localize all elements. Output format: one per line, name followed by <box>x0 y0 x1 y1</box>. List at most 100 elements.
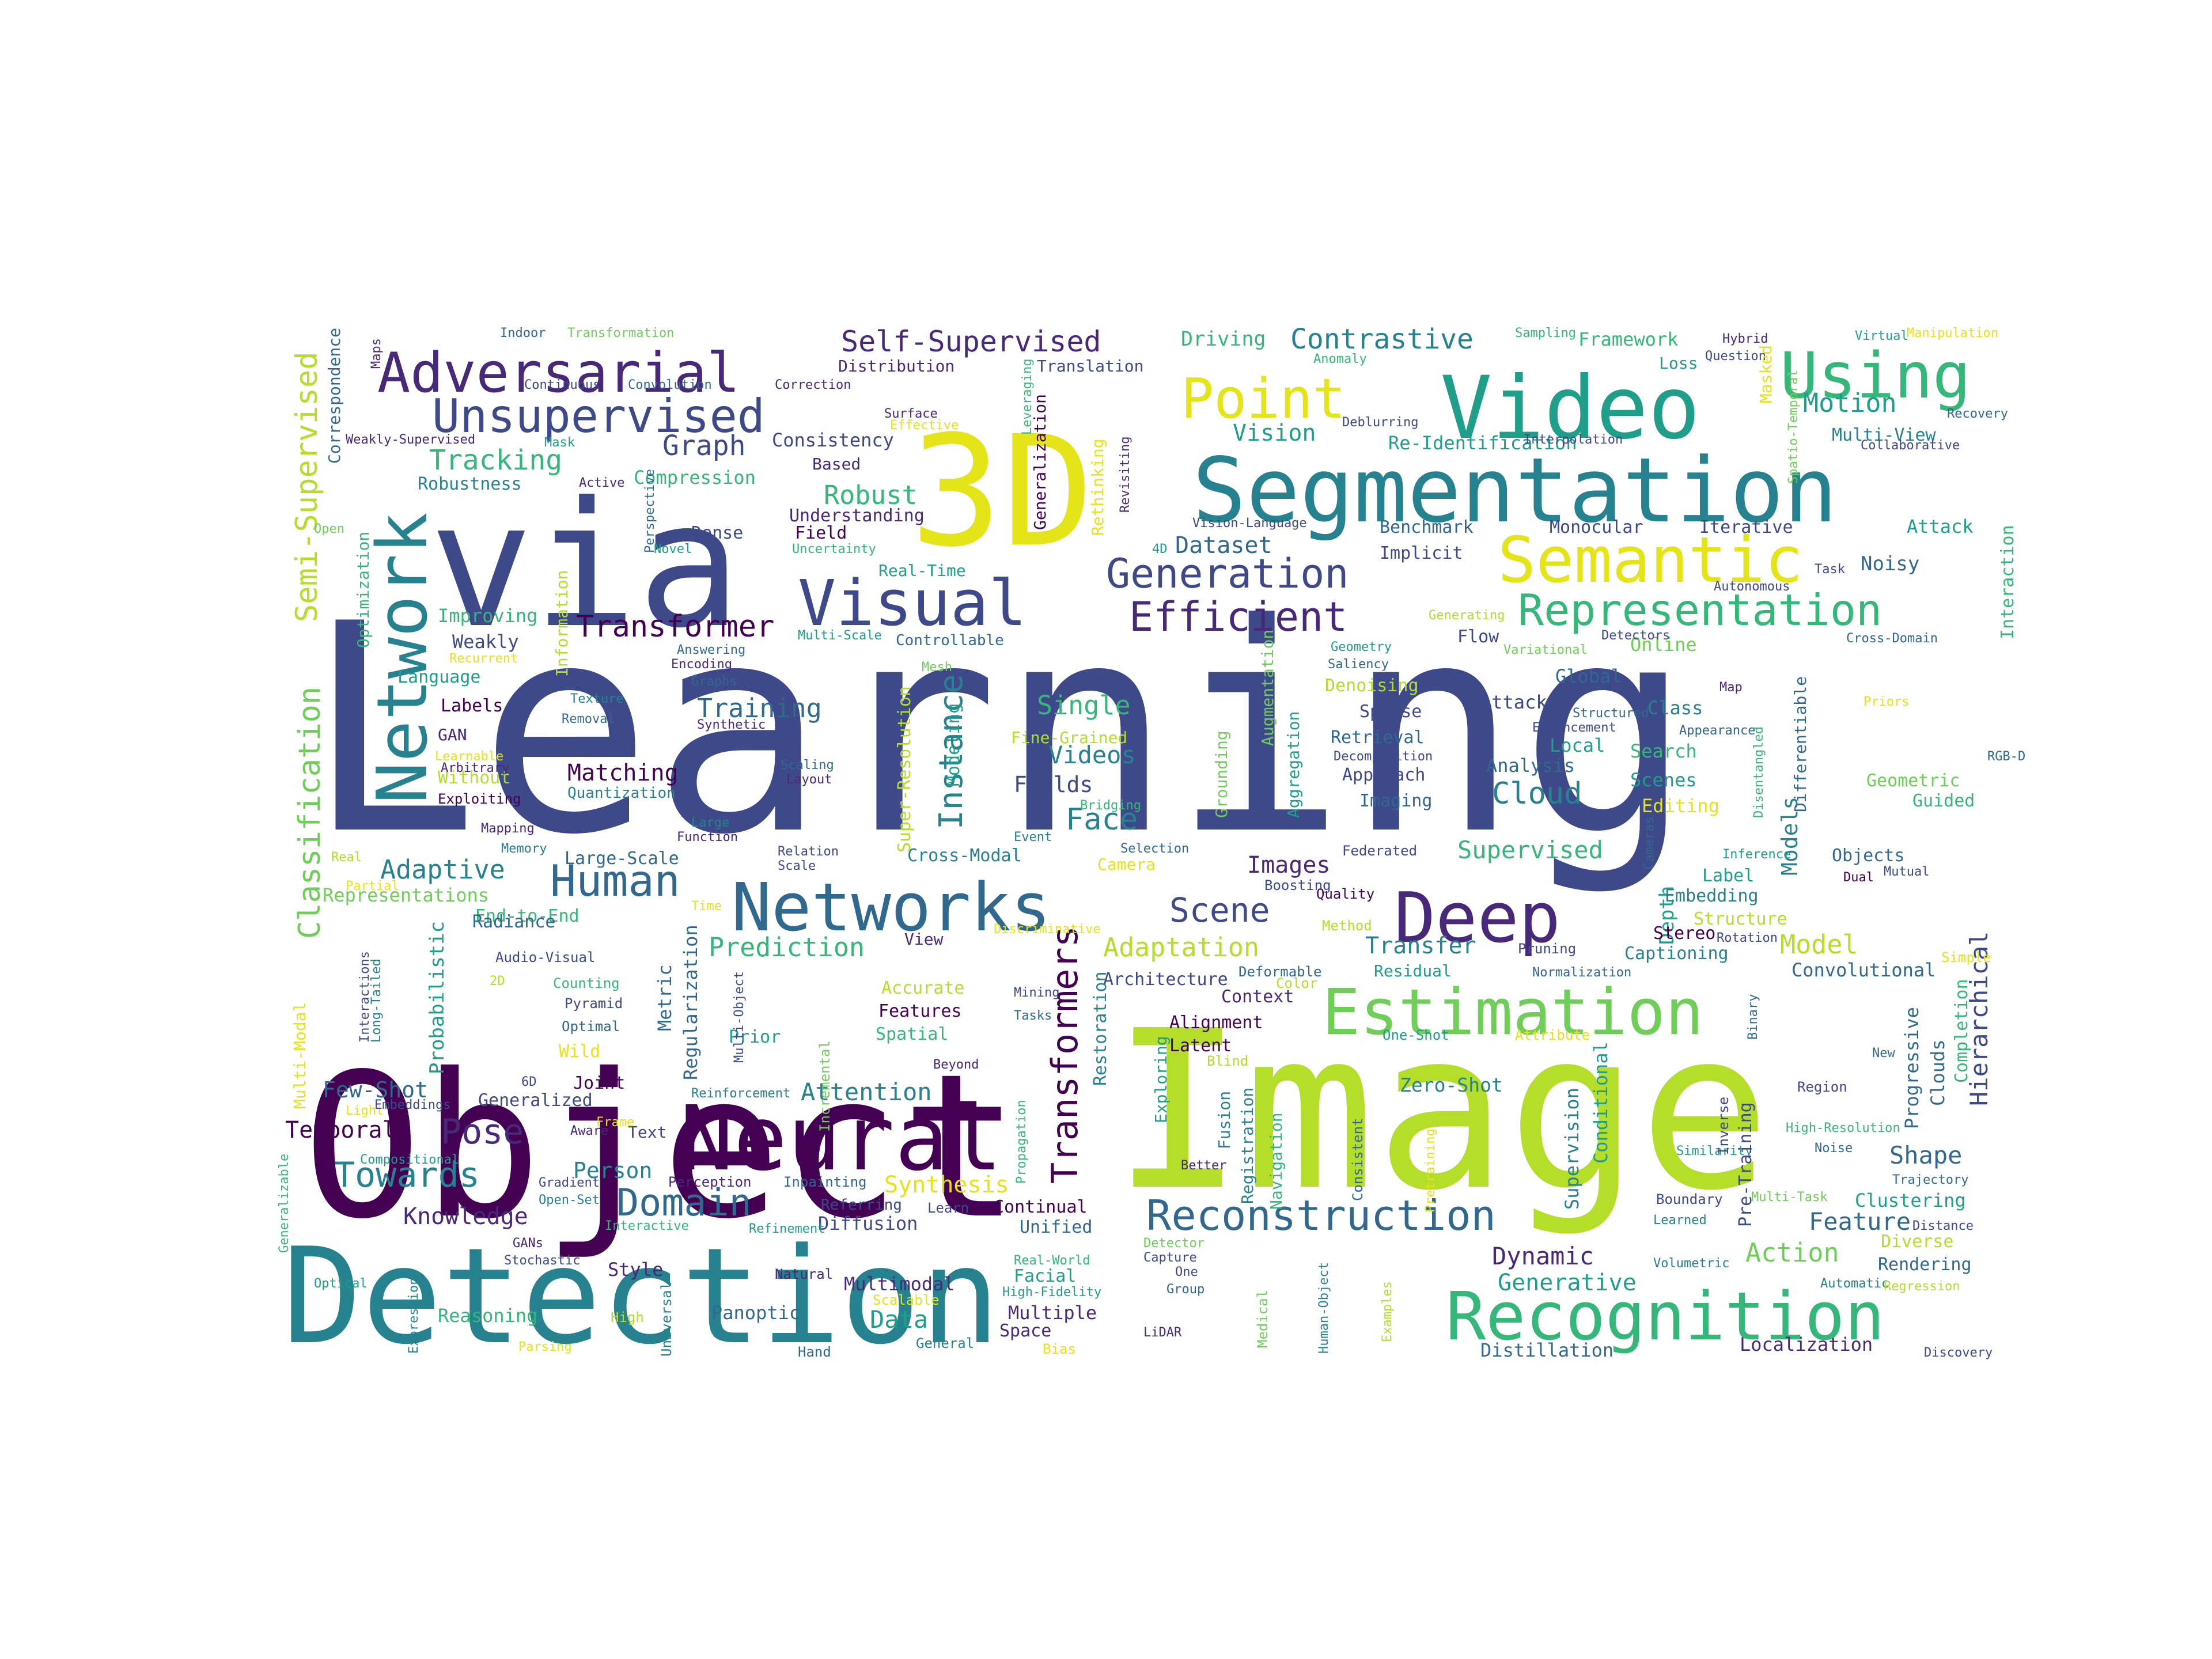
word-event: Event <box>1014 830 1052 844</box>
word-cameras: Cameras <box>1642 816 1657 870</box>
word-attacks: Attacks <box>1480 691 1558 713</box>
word-autonomous: Autonomous <box>1714 579 1790 594</box>
word-object: Object <box>302 1032 1020 1263</box>
word-convolution: Convolution <box>628 378 712 392</box>
word-context: Context <box>1221 987 1294 1007</box>
word-without: Without <box>438 768 510 788</box>
word-rethinking: Rethinking <box>1088 438 1107 536</box>
word-joint: Joint <box>573 1073 625 1093</box>
word-view: View <box>904 930 944 949</box>
word-memory: Memory <box>501 842 547 856</box>
word-group: Group <box>1166 1282 1205 1297</box>
word-estimation: Estimation <box>1322 975 1703 1049</box>
word-effective: Effective <box>890 418 959 433</box>
word-transformers: Transformers <box>1044 926 1086 1184</box>
word-embedding: Embedding <box>1665 886 1759 906</box>
word-discriminative: Discriminative <box>994 922 1100 937</box>
word-knowledge: Knowledge <box>403 1203 528 1230</box>
word-bridging: Bridging <box>1080 798 1141 813</box>
word-pyramid: Pyramid <box>565 995 623 1012</box>
word-self-supervised: Self-Supervised <box>841 325 1101 358</box>
word-multi-scale: Multi-Scale <box>798 628 882 643</box>
word-3d: 3D <box>910 403 1094 581</box>
word-generation: Generation <box>1106 550 1349 597</box>
word-using: Using <box>1780 339 1971 412</box>
word-matching: Matching <box>567 760 679 786</box>
word-one: One <box>1175 1265 1198 1279</box>
word-virtual: Virtual <box>1855 329 1908 343</box>
word-space: Space <box>999 1321 1051 1341</box>
word-uncertainty: Uncertainty <box>792 542 876 556</box>
word-transfer: Transfer <box>1365 933 1476 959</box>
word-indoor: Indoor <box>500 326 546 340</box>
word-super-resolution: Super-Resolution <box>895 686 915 853</box>
word-latent: Latent <box>1169 1036 1232 1056</box>
word-generalizable: Generalizable <box>277 1154 291 1253</box>
word-robust: Robust <box>824 480 918 510</box>
word-accurate: Accurate <box>881 978 965 998</box>
word-stochastic: Stochastic <box>504 1253 580 1268</box>
word-novel: Novel <box>654 542 692 556</box>
word-local: Local <box>1550 734 1605 756</box>
word-exploring: Exploring <box>1152 1036 1171 1123</box>
word-embeddings: Embeddings <box>374 1098 450 1112</box>
word-tracking: Tracking <box>429 444 562 476</box>
word-via: via <box>429 465 741 666</box>
word-scalable: Scalable <box>873 1292 940 1308</box>
word-priors: Priors <box>1863 695 1909 709</box>
word-real-world: Real-World <box>1014 1253 1090 1268</box>
word-networks: Networks <box>732 869 1051 946</box>
word-label: Label <box>1702 866 1754 886</box>
word-multi-modal: Multi-Modal <box>290 1002 309 1109</box>
word-generative: Generative <box>1498 1270 1637 1296</box>
word-interaction: Interaction <box>1998 525 2018 639</box>
word-optimal: Optimal <box>562 1018 620 1035</box>
word-mapping: Mapping <box>481 821 535 836</box>
word-instance: Instance <box>933 674 970 830</box>
word-prior: Prior <box>729 1027 781 1047</box>
word-function: Function <box>677 830 738 844</box>
word-search: Search <box>1630 740 1697 762</box>
word-regression: Regression <box>1884 1279 1960 1294</box>
word-general: General <box>916 1335 974 1351</box>
word-graphs: Graphs <box>691 675 737 689</box>
word-binary: Binary <box>1746 994 1760 1040</box>
word-exploiting: Exploiting <box>438 791 521 807</box>
word-attack: Attack <box>1907 516 1974 537</box>
word-interactive: Interactive <box>605 1219 689 1233</box>
word-augmentation: Augmentation <box>1258 630 1277 746</box>
word-panoptic: Panoptic <box>711 1302 800 1324</box>
word-referring: Referring <box>821 1196 902 1214</box>
word-depth: Depth <box>1656 886 1679 945</box>
word-denoising: Denoising <box>1325 676 1419 696</box>
word-monocular: Monocular <box>1550 517 1643 537</box>
word-hierarchical: Hierarchical <box>1965 931 1993 1106</box>
word-prediction: Prediction <box>709 932 865 963</box>
word-tasks: Tasks <box>1014 1009 1052 1023</box>
word-gradient: Gradient <box>539 1176 600 1190</box>
word-labels: Labels <box>441 696 503 716</box>
word-volumetric: Volumetric <box>1653 1256 1729 1271</box>
word-propagation: Propagation <box>1014 1100 1029 1184</box>
word-synthetic: Synthetic <box>697 718 766 732</box>
word-noisy: Noisy <box>1861 552 1919 575</box>
word-representations: Representations <box>323 884 489 906</box>
word-camera: Camera <box>1097 855 1156 874</box>
word-perception: Perception <box>668 1174 752 1190</box>
word-probabilistic: Probabilistic <box>426 921 449 1074</box>
word-mutual: Mutual <box>1884 865 1929 879</box>
word-gans: GANs <box>513 1236 543 1251</box>
word-inpainting: Inpainting <box>783 1174 867 1190</box>
word-localization: Localization <box>1740 1334 1873 1355</box>
word-registration: Registration <box>1238 1088 1257 1204</box>
word-spatial: Spatial <box>876 1024 948 1044</box>
word-answering: Answering <box>677 643 745 657</box>
word-large: Large <box>691 816 729 830</box>
word-variational: Variational <box>1503 643 1588 657</box>
word-contrastive: Contrastive <box>1290 323 1474 355</box>
word-continuous: Continuous <box>524 378 600 392</box>
word-distillation: Distillation <box>1480 1339 1613 1361</box>
word-person: Person <box>573 1158 652 1183</box>
word-open-set: Open-Set <box>539 1193 600 1207</box>
word-removal: Removal <box>562 712 615 726</box>
